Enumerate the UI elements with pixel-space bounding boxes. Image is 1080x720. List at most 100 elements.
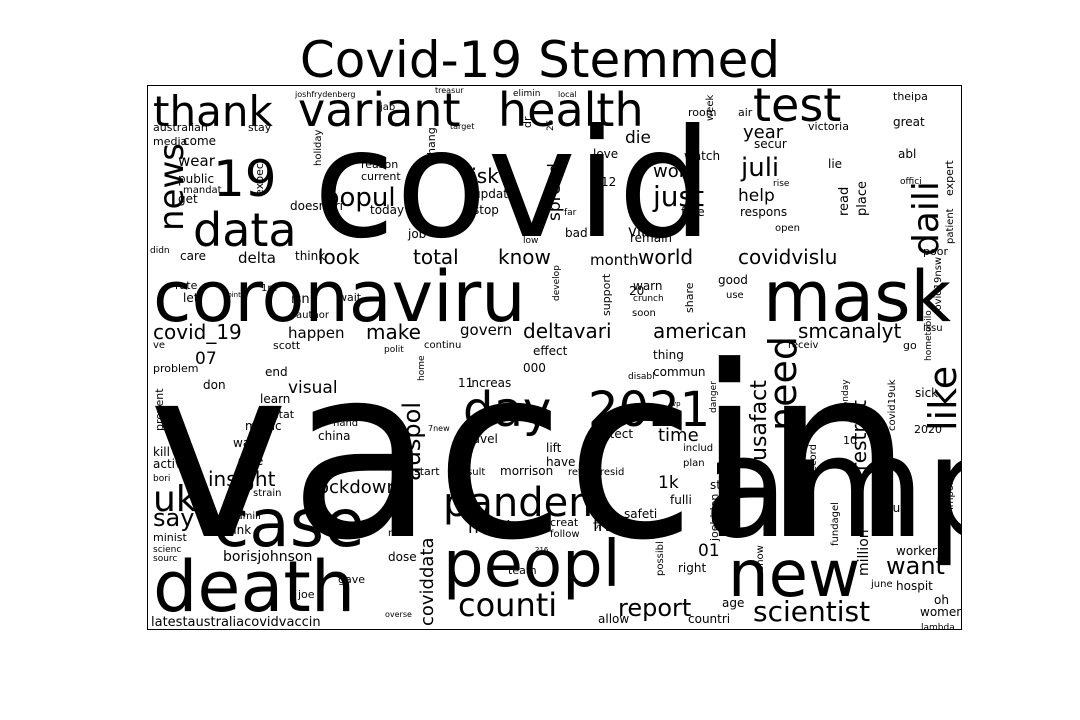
- word-juli: juli: [740, 153, 779, 183]
- word-prevent: prevent: [153, 388, 166, 431]
- word-import: import: [945, 477, 956, 510]
- word-popul: popul: [323, 183, 396, 213]
- word-point: point: [223, 291, 241, 299]
- word-thing: thing: [653, 348, 684, 362]
- word-end: end: [265, 365, 288, 379]
- word-today: today: [370, 203, 404, 217]
- word-holiday: holiday: [313, 130, 324, 166]
- word-australian: australian: [153, 121, 208, 134]
- word-coviddata: coviddata: [417, 537, 438, 626]
- word-plan: plan: [683, 458, 705, 469]
- word-strain: strain: [253, 488, 282, 499]
- word-current: current: [361, 170, 401, 183]
- word-dr: dr: [521, 116, 534, 128]
- word-way: way: [233, 436, 257, 450]
- word-love: love: [593, 147, 618, 161]
- word-stay: stay: [248, 121, 272, 134]
- word-resid: resid: [600, 467, 624, 478]
- word-1m: 1m: [261, 283, 277, 294]
- word-wait: wait: [338, 291, 362, 304]
- word-19: 19: [213, 150, 277, 208]
- word-wear: wear: [178, 152, 216, 170]
- word-medic: medic: [245, 419, 282, 433]
- word-viru: viru: [628, 222, 657, 240]
- word-good: good: [718, 273, 748, 287]
- word-let: let: [183, 291, 199, 305]
- word-world: world: [638, 245, 693, 269]
- word-test: test: [753, 86, 841, 132]
- word-216: 216: [535, 546, 549, 554]
- word-get: get: [178, 192, 198, 206]
- word-local: local: [558, 90, 577, 99]
- word-oh: oh: [934, 593, 949, 607]
- word-thank: thank: [153, 87, 273, 136]
- word-watch: watch: [684, 149, 720, 163]
- word-patient: patient: [945, 208, 956, 244]
- word-covid19nsw: covid19nsw: [933, 257, 944, 316]
- word-offici: offici: [900, 177, 922, 187]
- word-variant: variant: [298, 86, 460, 137]
- word-new: new: [728, 538, 860, 612]
- word-make: make: [366, 320, 421, 344]
- word-elimin: elimin: [513, 89, 541, 99]
- word-women: women: [920, 605, 962, 619]
- word-open: open: [775, 223, 800, 234]
- word-health: health: [498, 86, 644, 137]
- word-chang: chang: [425, 127, 438, 161]
- word-care: care: [180, 249, 206, 263]
- word-month: month: [590, 251, 639, 269]
- word-worker: worker: [896, 544, 937, 558]
- word-use: use: [726, 290, 744, 301]
- word-10: 10: [843, 434, 857, 447]
- word-amp: amp: [703, 407, 962, 570]
- word-total: total: [413, 245, 459, 269]
- word-death: death: [153, 546, 355, 628]
- word-don: don: [203, 378, 226, 392]
- word-low: low: [523, 236, 538, 246]
- word-victoria: victoria: [808, 120, 849, 133]
- word-000: 000: [523, 361, 546, 375]
- word-hospit: hospit: [896, 579, 933, 593]
- word-age: age: [722, 596, 744, 610]
- word-media: media: [153, 135, 187, 148]
- word-daili: daili: [906, 181, 947, 256]
- word-look: look: [318, 245, 360, 269]
- word-million: million: [856, 529, 872, 576]
- word-lambda: lambda: [921, 623, 955, 630]
- word-air: air: [738, 106, 753, 119]
- word-covidvislu: covidvislu: [738, 245, 837, 269]
- chart-title: Covid-19 Stemmed: [299, 31, 781, 89]
- word-refus: refus: [568, 467, 593, 478]
- word-deltavari: deltavari: [523, 319, 612, 343]
- word-activ: activ: [153, 457, 182, 471]
- word-team: team: [508, 564, 537, 577]
- word-share: share: [683, 282, 696, 313]
- word-fundagel: fundagel: [830, 502, 841, 546]
- word-25: 25: [546, 120, 556, 131]
- word-report: report: [618, 594, 691, 622]
- word-morrison: morrison: [500, 464, 553, 478]
- word-01: 01: [698, 541, 720, 561]
- word-secur: secur: [754, 137, 787, 151]
- word-learn: learn: [260, 392, 290, 406]
- word-joe: joe: [297, 588, 315, 601]
- word-allow: allow: [598, 612, 629, 626]
- word-rule: rule: [388, 528, 407, 539]
- word-vp: vp: [672, 400, 681, 408]
- word-ve: ve: [153, 340, 165, 351]
- word-lie: lie: [828, 157, 842, 171]
- word-say: say: [153, 504, 194, 532]
- word-read: read: [837, 187, 852, 216]
- word-covid-19: covid_19: [153, 320, 242, 344]
- word-famili: famili: [233, 511, 261, 522]
- word-state: state: [710, 478, 740, 492]
- word-isn: isn: [291, 292, 310, 307]
- word-go: go: [903, 339, 917, 352]
- word-govern: govern: [460, 321, 512, 339]
- word-day: day: [463, 382, 551, 438]
- word-help: help: [738, 186, 775, 206]
- word-far: far: [564, 208, 577, 218]
- word-danger: danger: [709, 381, 719, 413]
